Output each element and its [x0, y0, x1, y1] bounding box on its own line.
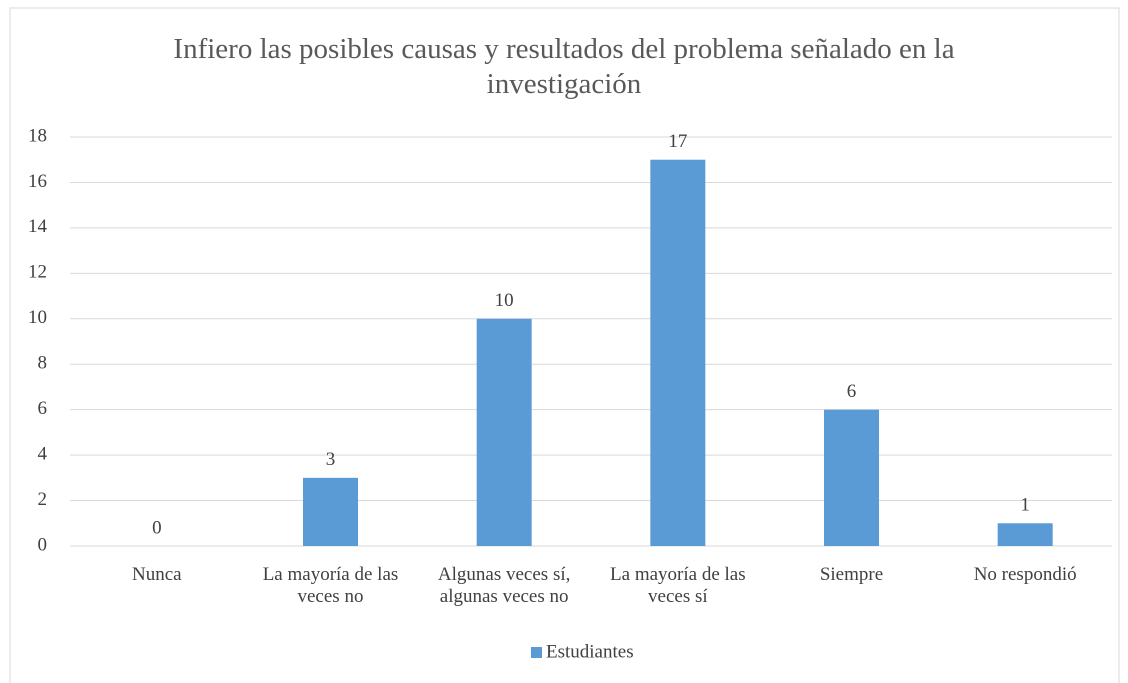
legend-swatch	[531, 647, 542, 658]
y-tick-label: 2	[38, 489, 48, 510]
y-tick-label: 12	[28, 262, 47, 283]
data-label: 10	[495, 290, 514, 311]
legend-label: Estudiantes	[546, 641, 634, 662]
bar	[997, 523, 1053, 546]
x-tick-label: La mayoría de las veces no	[262, 564, 399, 607]
x-tick-label: La mayoría de las veces sí	[610, 564, 746, 607]
y-tick-label: 14	[28, 216, 48, 237]
y-tick-label: 4	[38, 443, 48, 464]
y-tick-label: 16	[28, 171, 47, 192]
y-tick-label: 8	[38, 353, 48, 374]
x-tick-label: Algunas veces sí, algunas veces no	[437, 564, 571, 607]
bar	[824, 409, 879, 546]
x-tick-label: Nunca	[132, 564, 182, 585]
y-tick-label: 18	[28, 125, 47, 146]
data-label: 17	[668, 131, 687, 152]
y-tick-label: 10	[28, 307, 47, 328]
bar	[476, 318, 532, 546]
chart-border	[9, 7, 1120, 683]
y-tick-label: 0	[38, 534, 48, 555]
data-label: 0	[152, 517, 162, 538]
x-tick-label: No respondió	[973, 564, 1077, 585]
data-label: 1	[1020, 495, 1030, 516]
chart-title: Infiero las posibles causas y resultados…	[173, 33, 955, 100]
x-tick-label: Siempre	[819, 564, 884, 585]
bar	[303, 477, 358, 546]
data-label: 6	[847, 381, 857, 402]
data-label: 3	[326, 449, 336, 470]
bar	[650, 159, 706, 546]
y-tick-label: 6	[38, 398, 48, 419]
